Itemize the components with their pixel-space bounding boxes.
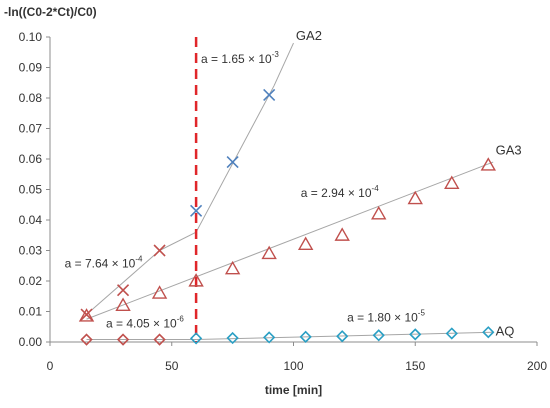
- marker-ga3: [151, 285, 168, 299]
- annotation-base: a = 1.80 × 10: [347, 311, 418, 325]
- marker-ga2-stroke-b: [263, 88, 276, 102]
- slope-annotation-ga2-after: a = 1.65 × 10-3: [201, 50, 279, 66]
- marker-ga2-stroke-b: [80, 308, 93, 321]
- y-tick-label: 0.09: [19, 61, 43, 75]
- marker-aq: [372, 329, 385, 342]
- marker-ga3: [371, 205, 387, 220]
- marker-aq: [409, 328, 422, 341]
- x-tick-label: 150: [405, 359, 425, 373]
- marker-ga2-stroke-b: [190, 204, 203, 217]
- marker-ga3: [334, 227, 350, 241]
- marker-aq: [482, 326, 495, 339]
- annotation-exponent: -4: [372, 184, 380, 193]
- y-tick-label: 0.00: [19, 335, 43, 349]
- x-tick-label: 50: [165, 359, 179, 373]
- annotation-exponent: -5: [418, 309, 426, 318]
- y-tick-label: 0.08: [19, 91, 43, 105]
- slope-annotation-aq-after: a = 1.80 × 10-5: [347, 309, 425, 325]
- y-tick-label: 0.03: [19, 244, 43, 258]
- annotation-exponent: -3: [272, 50, 280, 59]
- marker-ga3: [78, 308, 95, 322]
- x-axis-title: time [min]: [265, 383, 322, 397]
- fit-line-aq: [196, 331, 494, 341]
- marker-ga2: [263, 88, 276, 102]
- slope-annotation-aq-before: a = 4.05 × 10-6: [106, 314, 184, 330]
- slope-annotation-ga3: a = 2.94 × 10-4: [301, 184, 379, 200]
- marker-ga3: [261, 245, 277, 260]
- marker-ga3: [297, 236, 314, 250]
- annotation-base: a = 1.65 × 10: [201, 52, 272, 66]
- annotation-exponent: -4: [135, 254, 143, 263]
- marker-aq: [336, 330, 349, 343]
- marker-ga3: [480, 157, 497, 171]
- marker-aq: [80, 333, 93, 346]
- x-tick-label: 0: [47, 359, 54, 373]
- slope-annotation-ga2-before: a = 7.64 × 10-4: [65, 254, 143, 270]
- marker-aq: [445, 327, 458, 340]
- y-tick-label: 0.02: [19, 274, 43, 288]
- marker-aq: [299, 330, 312, 343]
- fit-line-ga3: [86, 161, 494, 320]
- y-axis-title: -ln((C0-2*Ct)/C0): [4, 5, 97, 19]
- marker-ga3: [224, 260, 241, 275]
- marker-ga3: [115, 297, 131, 311]
- marker-ga2: [116, 284, 130, 297]
- annotation-exponent: -6: [177, 314, 185, 323]
- marker-aq: [263, 331, 276, 344]
- marker-ga2: [190, 204, 203, 217]
- fit-line-ga2: [273, 42, 294, 87]
- x-tick-label: 200: [527, 359, 547, 373]
- annotation-base: a = 7.64 × 10: [65, 256, 136, 270]
- marker-aq: [189, 332, 203, 345]
- marker-aq: [226, 331, 239, 345]
- y-tick-label: 0.06: [19, 152, 43, 166]
- y-tick-label: 0.01: [19, 305, 43, 319]
- marker-ga2: [153, 244, 166, 257]
- series-label-ga2: GA2: [296, 28, 322, 43]
- marker-ga3: [188, 273, 204, 287]
- series-label-ga3: GA3: [496, 142, 522, 157]
- marker-ga2-stroke-b: [226, 155, 239, 169]
- fit-line-ga2: [159, 231, 197, 251]
- y-tick-label: 0.04: [19, 213, 43, 227]
- marker-ga2: [80, 308, 93, 321]
- marker-ga3: [407, 190, 423, 205]
- y-tick-label: 0.10: [19, 30, 43, 44]
- marker-ga3: [444, 175, 460, 189]
- marker-aq: [153, 333, 166, 346]
- annotation-base: a = 2.94 × 10: [301, 186, 372, 200]
- fit-line-ga2: [86, 250, 160, 315]
- marker-ga2-stroke-b: [153, 244, 166, 257]
- x-tick-label: 100: [283, 359, 303, 373]
- series-label-aq: AQ: [496, 323, 515, 338]
- y-tick-label: 0.07: [19, 122, 43, 136]
- annotation-base: a = 4.05 × 10: [106, 316, 177, 330]
- y-tick-label: 0.05: [19, 183, 43, 197]
- marker-ga2-stroke-b: [116, 284, 130, 297]
- marker-ga2: [226, 155, 239, 169]
- marker-aq: [116, 333, 130, 346]
